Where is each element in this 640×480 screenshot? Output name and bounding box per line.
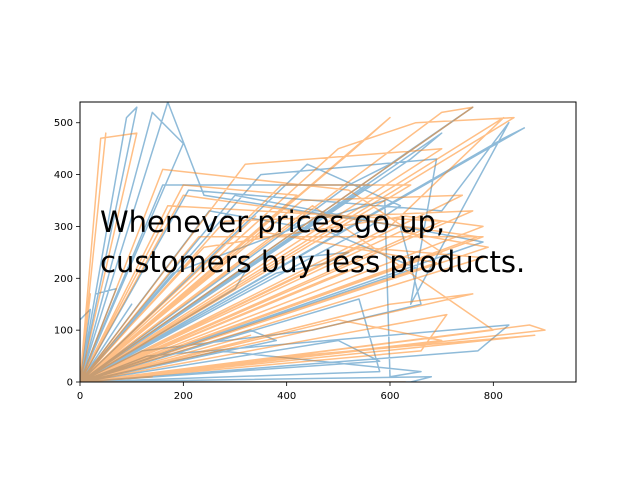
y-tick-label: 400: [54, 170, 73, 181]
y-tick-label: 200: [54, 274, 73, 285]
x-tick-label: 800: [484, 391, 503, 402]
y-tick-label: 300: [54, 222, 73, 233]
annotation-line-1: Whenever prices go up,: [100, 205, 445, 239]
series-line-2: [80, 106, 546, 382]
y-tick-label: 0: [67, 378, 73, 389]
x-tick-label: 200: [174, 391, 193, 402]
series-layer: [80, 102, 546, 382]
y-tick-label: 500: [54, 118, 73, 129]
x-tick-label: 400: [277, 391, 296, 402]
plot-frame: [79, 101, 577, 383]
y-axis: 0 100 200 300 400 500: [54, 118, 80, 389]
x-tick-label: 600: [380, 391, 399, 402]
annotation-line-2: customers buy less products.: [100, 245, 525, 279]
x-tick-label: 0: [77, 391, 83, 402]
x-axis: 0 200 400 600 800: [77, 382, 503, 402]
y-tick-label: 100: [54, 326, 73, 337]
